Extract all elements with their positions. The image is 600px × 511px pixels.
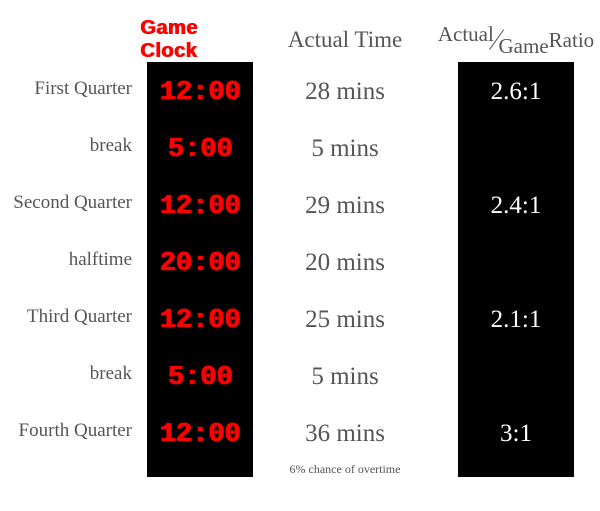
header-ratio: Actual⁄Game Ratio (436, 20, 596, 60)
row-label: halftime (0, 249, 140, 271)
header-actual-time: Actual Time (270, 20, 420, 60)
game-clock-cell: 5:00 (147, 135, 253, 165)
row-label: Fourth Quarter (0, 420, 140, 442)
header-ratio-numer: Actual (438, 22, 494, 47)
infographic-root: Game Clock Actual Time Actual⁄Game Ratio… (0, 0, 600, 511)
table-row: break 5:00 5 mins (0, 363, 600, 413)
table-row: Third Quarter 12:00 25 mins 2.1:1 (0, 306, 600, 356)
actual-cell: 28 mins (265, 78, 425, 106)
game-clock-cell: 12:00 (147, 420, 253, 450)
actual-cell: 29 mins (265, 192, 425, 220)
header-ratio-denom: Game (499, 34, 549, 59)
overtime-note: 6% chance of overtime (265, 462, 425, 477)
header-game-clock: Game Clock (140, 20, 260, 60)
table-row: halftime 20:00 20 mins (0, 249, 600, 299)
table-row: Second Quarter 12:00 29 mins 2.4:1 (0, 192, 600, 242)
ratio-cell: 2.1:1 (458, 306, 574, 334)
game-clock-cell: 12:00 (147, 192, 253, 222)
row-label: break (0, 135, 140, 157)
ratio-cell: 3:1 (458, 420, 574, 448)
table-row: First Quarter 12:00 28 mins 2.6:1 (0, 78, 600, 128)
game-clock-cell: 12:00 (147, 306, 253, 336)
row-label: break (0, 363, 140, 385)
row-label: First Quarter (0, 78, 140, 100)
ratio-cell: 2.6:1 (458, 78, 574, 106)
header-ratio-suffix: Ratio (549, 28, 595, 53)
row-label: Second Quarter (0, 192, 140, 214)
actual-cell: 25 mins (265, 306, 425, 334)
actual-cell: 36 mins (265, 420, 425, 448)
actual-cell: 20 mins (265, 249, 425, 277)
row-label: Third Quarter (0, 306, 140, 328)
table-row: break 5:00 5 mins (0, 135, 600, 185)
actual-cell: 5 mins (265, 135, 425, 163)
actual-cell: 5 mins (265, 363, 425, 391)
ratio-cell: 2.4:1 (458, 192, 574, 220)
game-clock-cell: 20:00 (147, 249, 253, 279)
game-clock-cell: 12:00 (147, 78, 253, 108)
game-clock-cell: 5:00 (147, 363, 253, 393)
